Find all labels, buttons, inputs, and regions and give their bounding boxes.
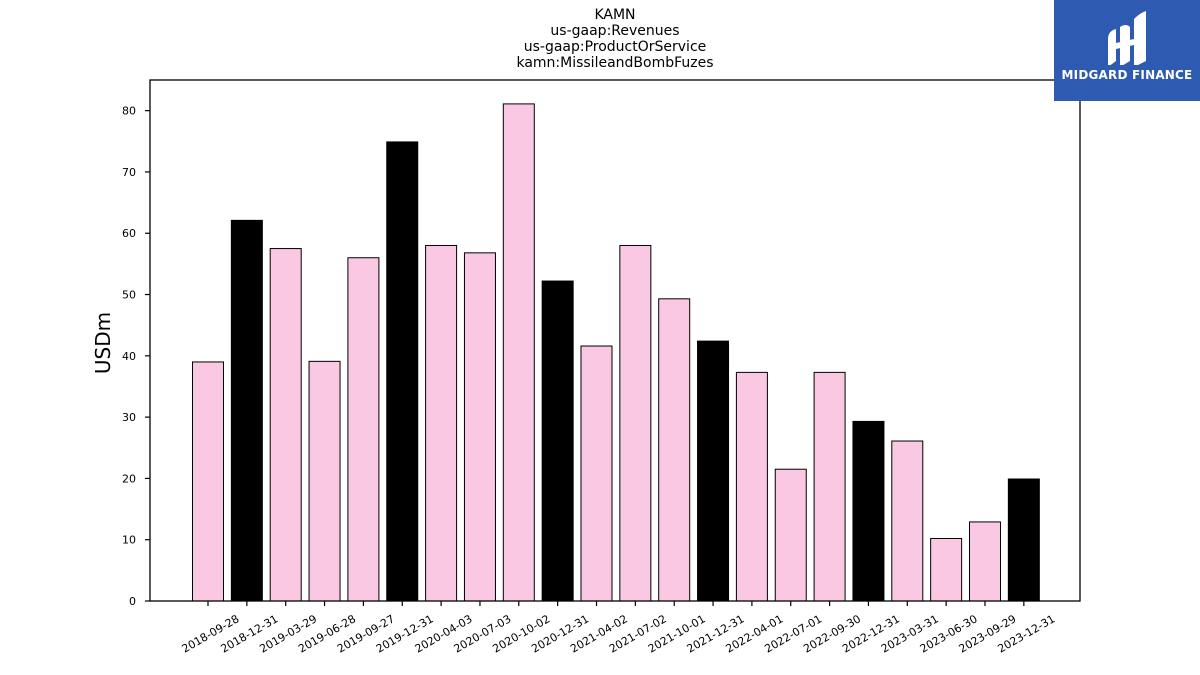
title-line-axis: us-gaap:ProductOrService [523,39,707,55]
y-tick-label: 80 [122,105,136,118]
bar [969,521,1001,602]
bar [230,219,263,602]
y-axis-label: USDm [91,312,115,374]
title-line-ticker: KAMN [594,7,636,23]
bar [1007,478,1040,602]
bar [658,298,691,602]
bar [580,345,613,602]
bar [269,248,302,602]
logo-text: MIDGARD FINANCE [1061,68,1193,82]
bar [308,360,341,602]
chart-title: KAMN us-gaap:Revenues us-gaap:ProductOrS… [415,7,815,71]
bar [386,141,419,602]
y-tick-label: 50 [122,289,136,302]
title-line-concept: us-gaap:Revenues [550,23,680,39]
y-tick-label: 70 [122,166,136,179]
bar [697,340,730,602]
logo-mark-icon [1108,11,1146,65]
bar [347,257,380,602]
bar [541,280,574,602]
y-tick-label: 40 [122,350,136,363]
y-tick-label: 10 [122,534,136,547]
bar [852,420,885,602]
bar [813,371,846,602]
y-tick-label: 30 [122,411,136,424]
bar [619,244,652,602]
title-line-member: kamn:MissileandBombFuzes [516,55,714,71]
bar [502,103,535,602]
bar [425,244,458,602]
brand-logo: MIDGARD FINANCE [1054,0,1200,101]
y-tick-label: 0 [129,595,136,608]
plot-frame [149,79,1081,602]
bar [930,537,963,602]
bar [735,371,768,602]
bar [774,468,807,602]
y-tick-label: 60 [122,227,136,240]
bar [192,361,224,602]
bar [891,440,924,602]
y-tick-label: 20 [122,472,136,485]
bar [463,252,496,602]
